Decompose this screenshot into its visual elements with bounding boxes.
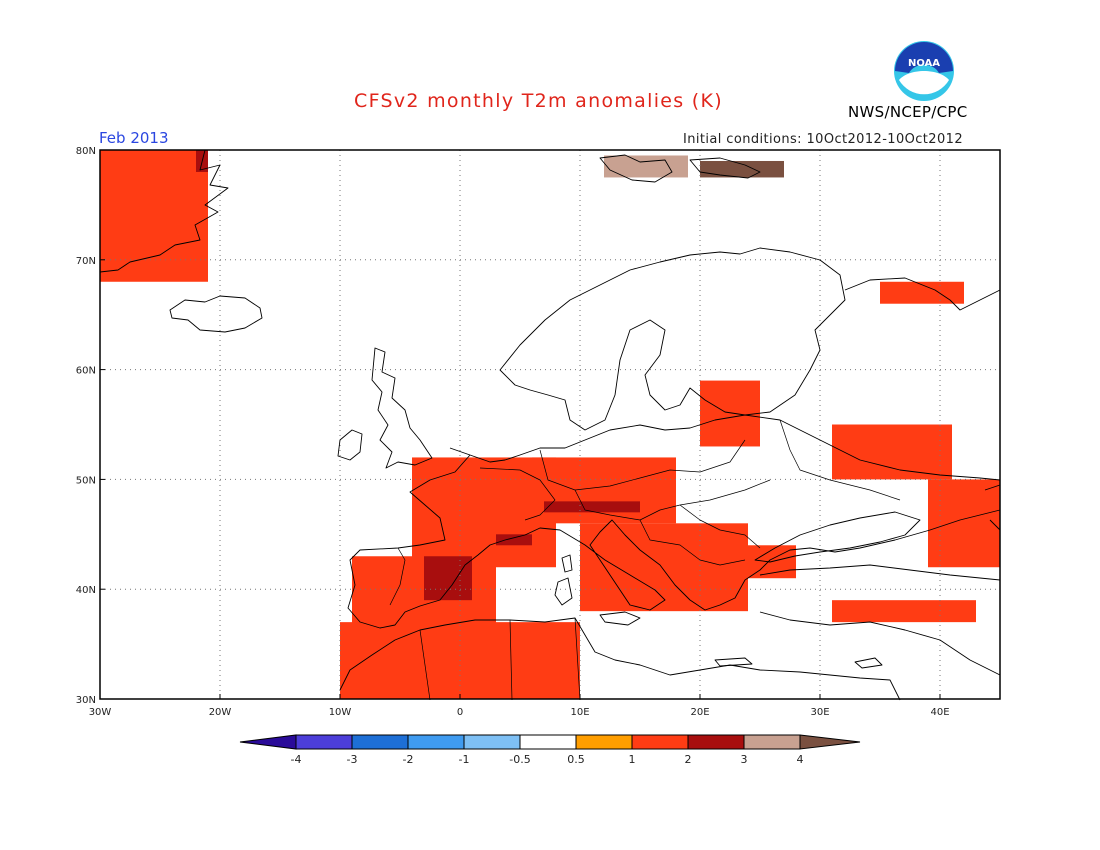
anomaly-region xyxy=(700,380,760,447)
anomaly-region xyxy=(100,150,208,282)
initial-conditions-label: Initial conditions: 10Oct2012-10Oct2012 xyxy=(683,132,963,147)
colorbar-label: 3 xyxy=(741,753,748,766)
logo-text: NOAA xyxy=(908,58,940,69)
colorbar: -4 -3 -2 -1 -0.5 0.5 1 2 3 4 xyxy=(239,734,861,766)
anomaly-region xyxy=(580,523,748,612)
lon-tick-label: 20E xyxy=(690,707,709,718)
lat-tick-label: 70N xyxy=(76,256,96,267)
anomaly-region xyxy=(880,281,964,304)
colorbar-label: -3 xyxy=(347,753,358,766)
colorbar-label: 0.5 xyxy=(567,753,585,766)
colorbar-swatch xyxy=(575,734,633,750)
chart-title: CFSv2 monthly T2m anomalies (K) xyxy=(354,90,723,112)
colorbar-label: 4 xyxy=(797,753,804,766)
colorbar-swatch xyxy=(463,734,521,750)
anomaly-region xyxy=(604,155,688,178)
lon-tick-label: 30E xyxy=(810,707,829,718)
colorbar-swatch xyxy=(687,734,745,750)
coastlines xyxy=(99,149,1001,701)
lon-tick-label: 0 xyxy=(457,707,463,718)
map-frame xyxy=(99,149,1001,700)
colorbar-label: -1 xyxy=(459,753,470,766)
colorbar-low-arrow xyxy=(239,734,297,750)
lon-tick-label: 10E xyxy=(570,707,589,718)
anomaly-region xyxy=(928,479,1000,568)
lat-tick-label: 60N xyxy=(76,366,96,377)
lon-tick-label: 20W xyxy=(209,707,232,718)
colorbar-label: -4 xyxy=(291,753,302,766)
lat-tick-label: 30N xyxy=(76,695,96,706)
colorbar-high-arrow xyxy=(799,734,861,750)
colorbar-swatch xyxy=(407,734,465,750)
anomaly-region xyxy=(832,600,976,623)
anomaly-region xyxy=(700,160,784,178)
colorbar-swatch xyxy=(743,734,801,750)
anomaly-fills xyxy=(100,150,1000,699)
valid-month-label: Feb 2013 xyxy=(99,129,169,147)
axis-ticks: 30W 20W 10W 0 10E 20E 30E 40E 30N 40N 50N 60N 70N 80N xyxy=(76,146,950,718)
anomaly-region xyxy=(544,501,640,513)
colorbar-swatch xyxy=(631,734,689,750)
colorbar-swatch xyxy=(519,734,577,750)
lon-tick-label: 40E xyxy=(930,707,949,718)
lat-tick-label: 80N xyxy=(76,146,96,157)
graticule xyxy=(100,150,1000,699)
agency-label: NWS/NCEP/CPC xyxy=(848,103,968,121)
anomaly-region xyxy=(532,457,676,524)
anomaly-region xyxy=(496,534,532,546)
lon-tick-label: 10W xyxy=(329,707,352,718)
noaa-logo-icon: NOAA xyxy=(894,41,954,101)
anomaly-region xyxy=(832,424,952,480)
lat-tick-label: 40N xyxy=(76,585,96,596)
colorbar-label: 2 xyxy=(685,753,692,766)
colorbar-label: 1 xyxy=(629,753,636,766)
colorbar-label: -0.5 xyxy=(509,753,530,766)
colorbar-swatch xyxy=(351,734,409,750)
colorbar-swatch xyxy=(295,734,353,750)
lat-tick-label: 50N xyxy=(76,475,96,486)
colorbar-label: -2 xyxy=(403,753,414,766)
anomaly-region xyxy=(424,556,472,601)
lon-tick-label: 30W xyxy=(89,707,112,718)
